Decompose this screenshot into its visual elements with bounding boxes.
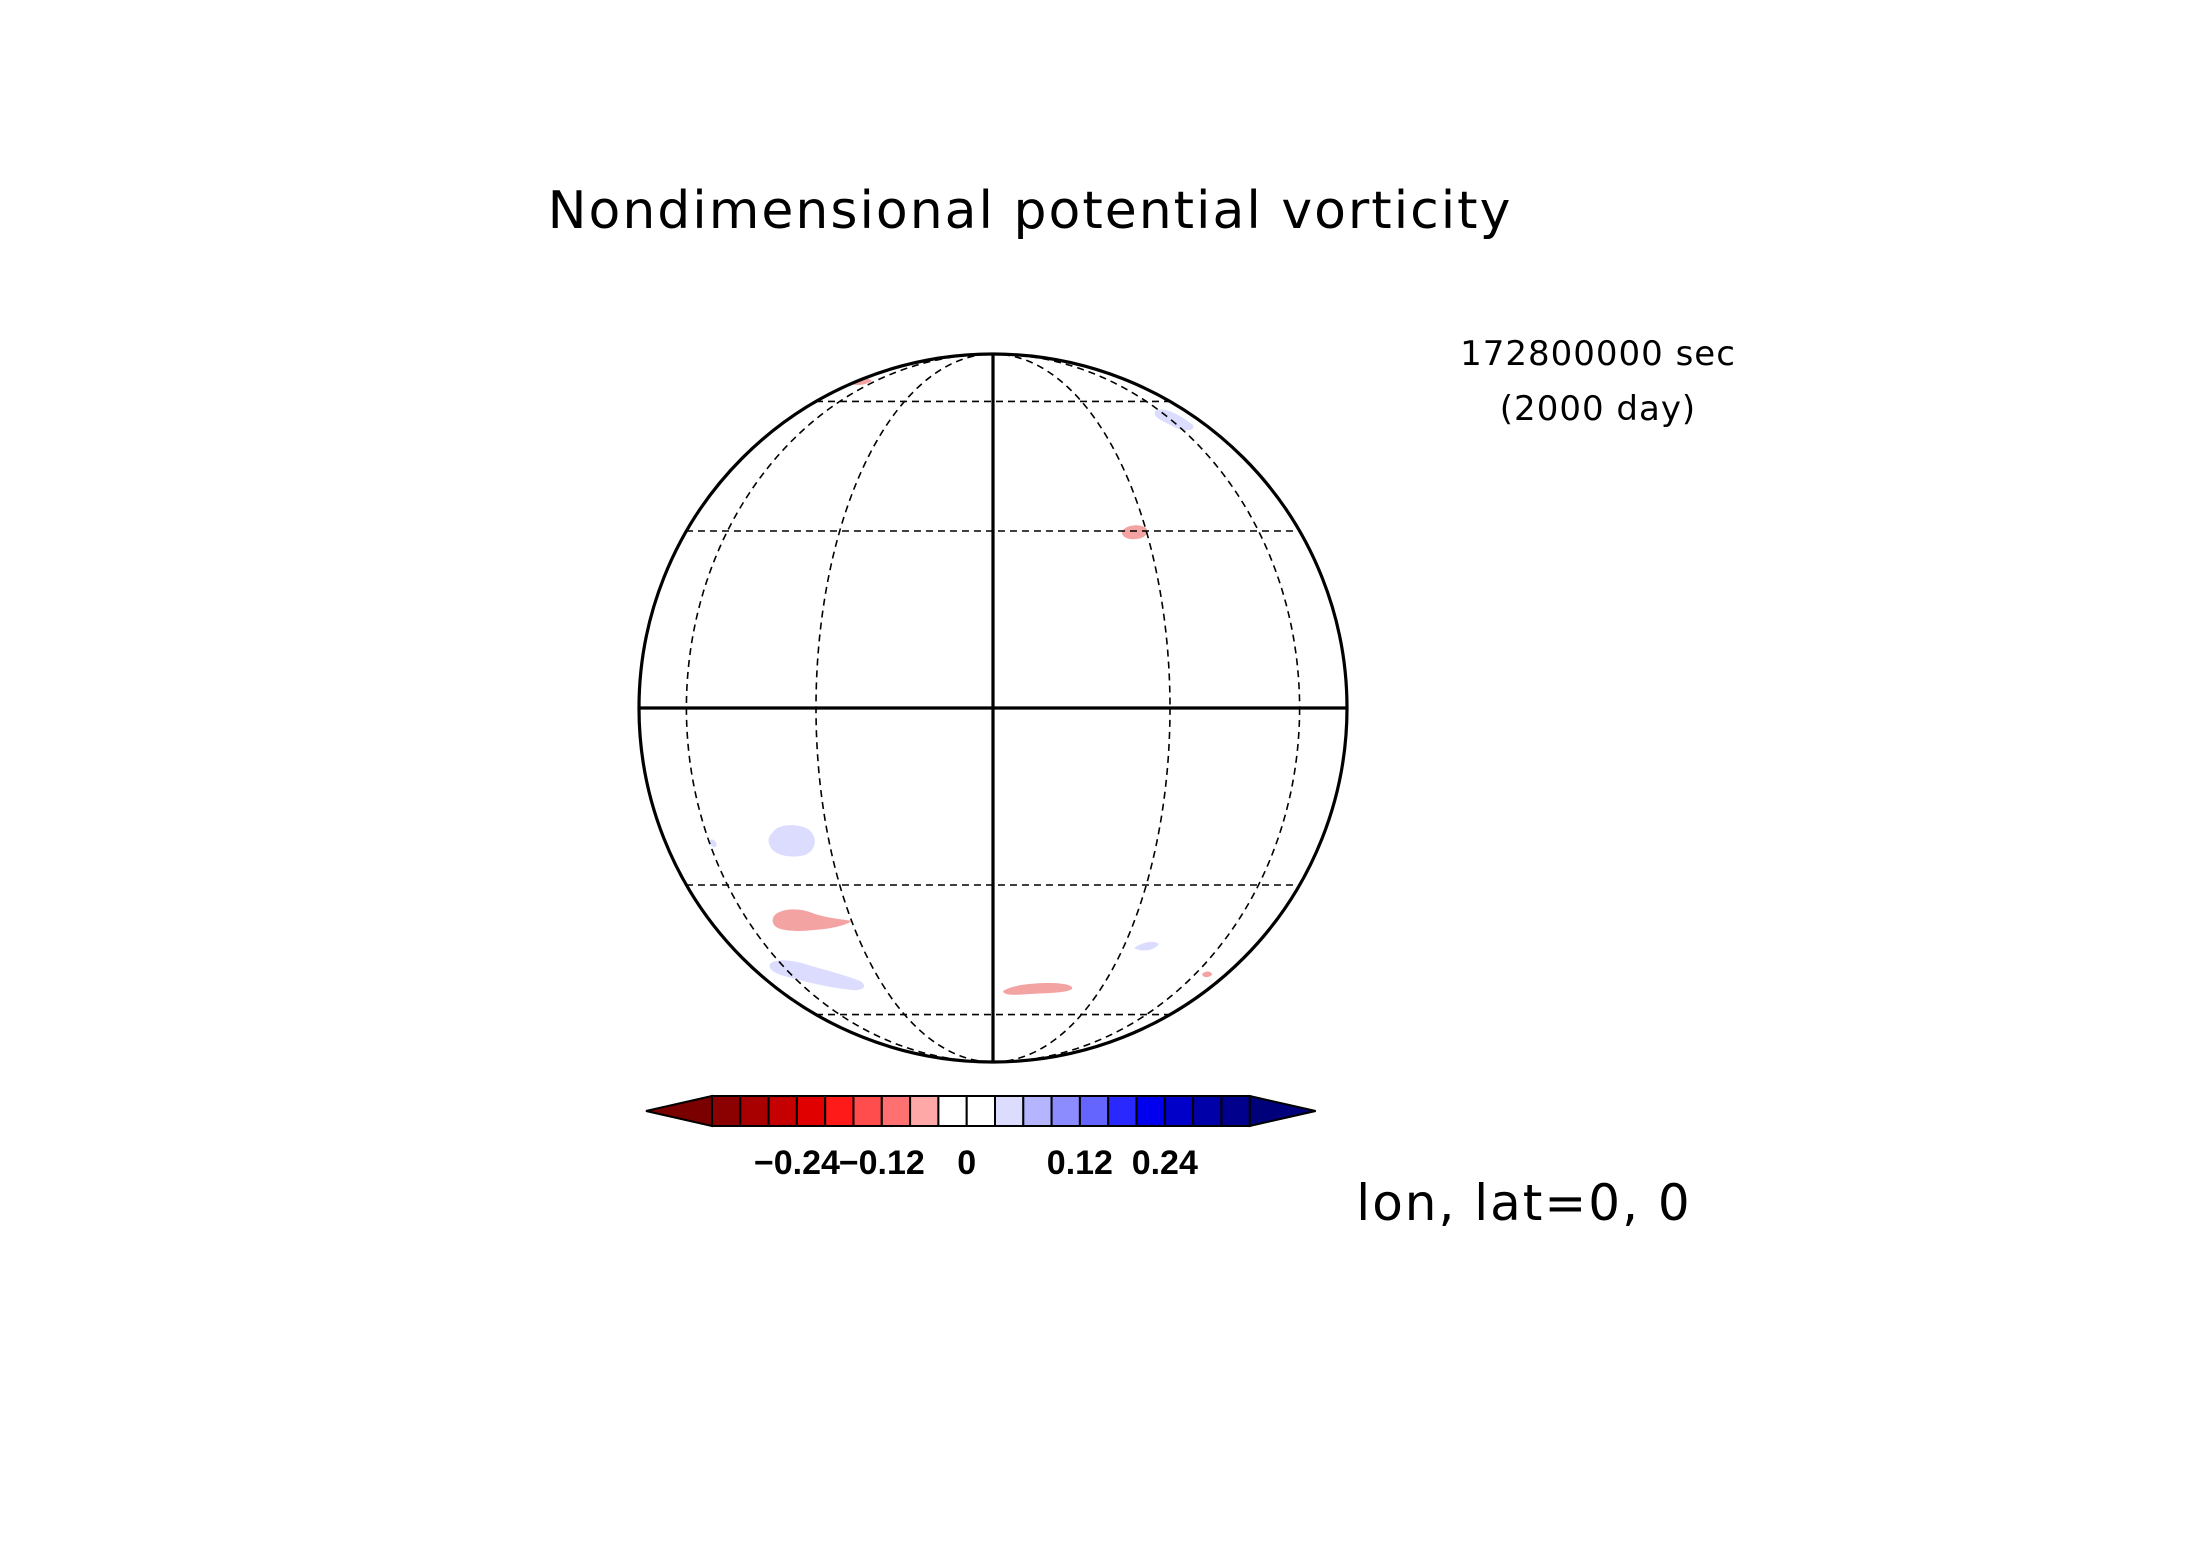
colorbar-tick-label: 0.24 (1132, 1144, 1198, 1182)
colorbar-labels: −0.24−0.12 0 0.12 0.24 (754, 1144, 1198, 1182)
colorbar (645, 1094, 1316, 1128)
colorbar-over-triangle (1248, 1094, 1316, 1128)
colorbar-box (1220, 1095, 1251, 1127)
pv-anomaly-blue-sw-1 (768, 825, 815, 857)
colorbar-box (880, 1095, 912, 1127)
colorbar-tick-label: −0.24 (754, 1144, 840, 1182)
pv-anomaly-blue-sw-3 (709, 839, 717, 848)
pv-anomaly-red-se-1 (1003, 983, 1073, 995)
pv-anomaly-blue-se-1 (1134, 941, 1159, 951)
pv-anomaly-blue-sw-2 (769, 960, 865, 991)
pv-anomalies (709, 377, 1212, 995)
colorbar-box (824, 1095, 855, 1127)
colorbar-box (1163, 1095, 1195, 1127)
plot-title: Nondimensional potential vorticity (548, 181, 1513, 241)
colorbar-box (1107, 1095, 1138, 1127)
pv-anomaly-red-se-2 (1202, 971, 1212, 978)
colorbar-box (937, 1095, 968, 1127)
colorbar-box (711, 1095, 742, 1127)
colorbar-box (1022, 1095, 1053, 1127)
colorbar-box (1050, 1095, 1081, 1127)
colorbar-tick-label: 0.12 (1047, 1144, 1113, 1182)
colorbar-box (795, 1095, 827, 1127)
time-seconds: 172800000 sec (1460, 334, 1736, 374)
pv-anomaly-red-sw-1 (772, 909, 852, 931)
colorbar-box (1192, 1095, 1223, 1127)
projection-center-label: lon, lat=0, 0 (1356, 1174, 1691, 1232)
pv-anomaly-red-ne-1 (1121, 525, 1148, 540)
colorbar-box (739, 1095, 770, 1127)
colorbar-box (994, 1095, 1025, 1127)
colorbar-box (767, 1095, 798, 1127)
colorbar-box (852, 1095, 883, 1127)
colorbar-tick-label: −0.12 (839, 1144, 925, 1182)
colorbar-box (1078, 1095, 1110, 1127)
globe-map (637, 352, 1349, 1064)
colorbar-box (1135, 1095, 1166, 1127)
globe-outline (637, 352, 1349, 1064)
colorbar-box (965, 1095, 997, 1127)
colorbar-box (909, 1095, 940, 1127)
colorbar-tick-label: 0 (957, 1144, 976, 1182)
time-days: (2000 day) (1500, 389, 1696, 429)
colorbar-under-triangle (645, 1094, 713, 1128)
